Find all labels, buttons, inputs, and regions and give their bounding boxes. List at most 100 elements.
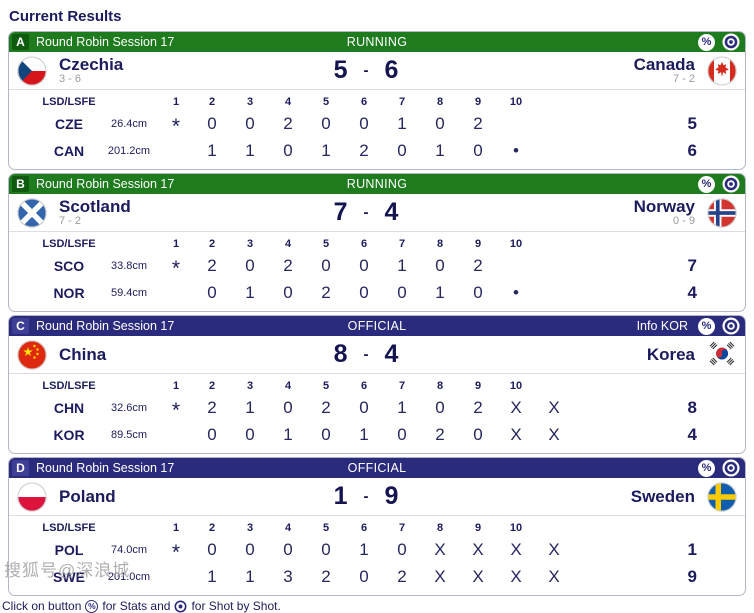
team1-record: 7 - 2 <box>59 215 82 227</box>
hammer-icon: * <box>171 399 181 422</box>
shot-by-shot-icon[interactable] <box>722 33 740 51</box>
score-dash: - <box>363 488 369 505</box>
stats-percent-icon[interactable]: % <box>698 317 715 335</box>
score-dash: - <box>363 204 369 221</box>
team2-abbr: NOR <box>53 284 85 301</box>
team1-total: 5 <box>687 113 697 133</box>
game-score: 8 - 4 <box>9 340 723 369</box>
status-label: RUNNING <box>346 177 408 191</box>
sheet-letter: B <box>12 176 29 192</box>
panel-header: A Round Robin Session 17 RUNNING % <box>9 32 745 52</box>
game-panel-b: B Round Robin Session 17 RUNNING % Scotl… <box>8 173 746 312</box>
team1-score: 8 <box>333 340 348 368</box>
game-panel-a: A Round Robin Session 17 RUNNING % Czech… <box>8 31 746 170</box>
sweden-flag <box>707 482 737 511</box>
lsd-header: LSD/LSFE <box>42 521 96 534</box>
team2-total: 9 <box>687 566 697 586</box>
team2-lsd: 201.2cm <box>107 144 151 157</box>
sheet-letter: C <box>12 318 29 334</box>
hammer-icon <box>159 573 193 580</box>
panel-header: D Round Robin Session 17 OFFICIAL % <box>9 458 745 478</box>
session-label: Round Robin Session 17 <box>36 35 175 49</box>
china-flag <box>17 340 47 369</box>
hammer-icon: * <box>171 115 181 138</box>
linescore-header: LSD/LSFE 1 2 3 4 5 6 7 8 9 10 <box>9 93 745 110</box>
lsd-header: LSD/LSFE <box>42 95 96 108</box>
team-score-row: Czechia 3 - 6 5 - 6 Canada 7 - 2 <box>9 52 745 89</box>
team2-score: 4 <box>384 340 399 368</box>
game-panel-d: D Round Robin Session 17 OFFICIAL % Pola… <box>8 457 746 596</box>
panel-header: B Round Robin Session 17 RUNNING % <box>9 174 745 194</box>
team2-name: Canada <box>633 55 695 74</box>
stats-percent-icon[interactable]: % <box>698 459 715 477</box>
session-label: Round Robin Session 17 <box>36 319 175 333</box>
team1-lsd: 33.8cm <box>110 259 148 272</box>
team2-score: 9 <box>384 482 399 510</box>
canada-flag <box>707 56 737 85</box>
sheet-letter: D <box>12 460 29 476</box>
stats-percent-icon: % <box>85 599 99 613</box>
team2-score: 4 <box>384 198 399 226</box>
team1-name: Czechia <box>59 55 124 74</box>
footer-text-1: Click on button <box>2 599 82 613</box>
team-score-row: China 8 - 4 Korea <box>9 336 745 373</box>
team1-record: 3 - 6 <box>59 73 82 85</box>
team1-total: 7 <box>687 255 697 275</box>
stats-percent-icon[interactable]: % <box>698 33 715 51</box>
shot-by-shot-icon[interactable] <box>722 175 740 193</box>
team2-total: 4 <box>687 424 697 444</box>
team1-abbr: SCO <box>53 257 85 274</box>
team1-score: 7 <box>333 198 348 226</box>
team2-name: Korea <box>646 344 695 364</box>
team2-abbr: SWE <box>53 568 85 585</box>
shot-by-shot-icon <box>174 599 187 613</box>
linescore-header: LSD/LSFE 1 2 3 4 5 6 7 8 9 10 <box>9 519 745 536</box>
footer-text-2: for Stats and <box>102 599 171 613</box>
team1-name: Poland <box>59 486 116 506</box>
team1-total: 8 <box>687 397 697 417</box>
game-score: 1 - 9 <box>9 482 723 511</box>
scotland-flag <box>17 198 47 227</box>
info-kor-label[interactable]: Info KOR <box>636 319 688 333</box>
footer-text-3: for Shot by Shot. <box>191 599 281 613</box>
poland-flag <box>17 482 47 511</box>
session-label: Round Robin Session 17 <box>36 461 175 475</box>
panel-header: C Round Robin Session 17 OFFICIAL Info K… <box>9 316 745 336</box>
shot-by-shot-icon[interactable] <box>722 317 740 335</box>
stats-percent-icon[interactable]: % <box>698 175 715 193</box>
status-label: RUNNING <box>346 35 408 49</box>
hammer-icon <box>159 289 193 296</box>
team2-total: 6 <box>687 140 697 160</box>
session-label: Round Robin Session 17 <box>36 177 175 191</box>
team2-abbr: KOR <box>53 426 85 443</box>
hammer-icon: * <box>171 541 181 564</box>
shot-by-shot-icon[interactable] <box>722 459 740 477</box>
hammer-icon <box>159 147 193 154</box>
team2-name: Sweden <box>630 486 695 506</box>
team-score-row: Poland 1 - 9 Sweden <box>9 478 745 515</box>
czechia-flag <box>17 56 47 85</box>
game-panel-c: C Round Robin Session 17 OFFICIAL Info K… <box>8 315 746 454</box>
page-title: Current Results <box>9 8 122 25</box>
score-dash: - <box>363 346 369 363</box>
team1-abbr: CZE <box>55 115 83 132</box>
team1-abbr: POL <box>54 541 84 558</box>
score-dash: - <box>363 62 369 79</box>
team2-lsd: 201.0cm <box>107 570 151 583</box>
team2-name: Norway <box>633 197 695 216</box>
team1-total: 1 <box>687 539 697 559</box>
team2-total: 4 <box>687 282 697 302</box>
team1-lsd: 26.4cm <box>110 117 148 130</box>
lsd-header: LSD/LSFE <box>42 237 96 250</box>
team-score-row: Scotland 7 - 2 7 - 4 Norway 0 - 9 <box>9 194 745 231</box>
team2-lsd: 89.5cm <box>110 428 148 441</box>
team2-linescore: CAN 201.2cm 1 1 0 1 2 0 1 0 • 6 <box>9 137 745 164</box>
